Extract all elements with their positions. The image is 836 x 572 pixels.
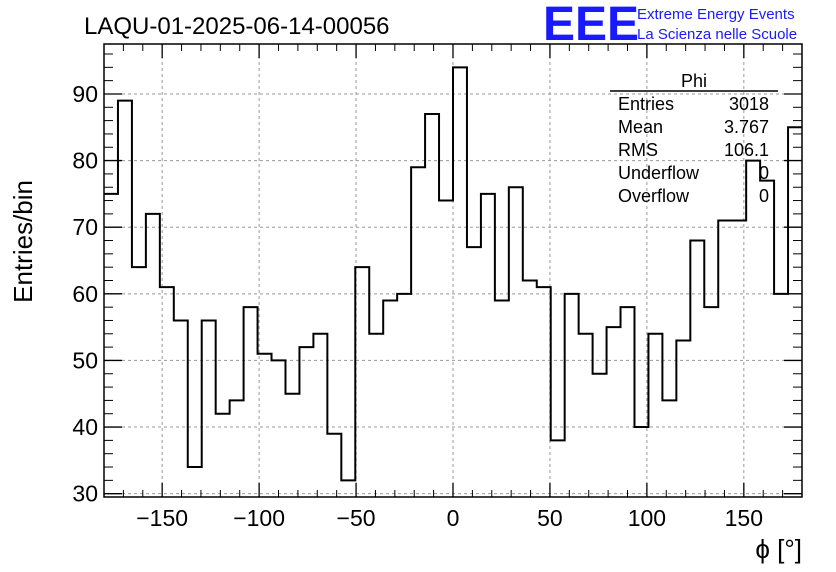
stats-box: Phi Entries 3018 Mean 3.767 RMS 106.1 Un… bbox=[610, 71, 778, 206]
histogram-bin bbox=[411, 167, 425, 497]
y-tick-label: 60 bbox=[72, 281, 98, 307]
histogram-bin bbox=[718, 221, 732, 497]
histogram-bin bbox=[746, 161, 760, 497]
chart-title: LAQU-01-2025-06-14-00056 bbox=[84, 13, 390, 40]
histogram-bin bbox=[285, 394, 299, 497]
histogram-bin bbox=[104, 194, 118, 497]
histogram-bin bbox=[579, 334, 593, 497]
axis-ticks bbox=[103, 44, 803, 497]
histogram-bin bbox=[202, 320, 216, 497]
histogram-bin bbox=[565, 294, 579, 497]
histogram-bin bbox=[453, 67, 467, 497]
tick-labels: −150 −100 −50 0 50 100 150 30 40 50 60 70 80 90 bbox=[72, 81, 763, 531]
x-tick-label: 0 bbox=[447, 505, 460, 531]
histogram-bin bbox=[495, 300, 509, 497]
histogram-bin bbox=[299, 347, 313, 497]
x-tick-label: −100 bbox=[233, 505, 285, 531]
histogram-bin bbox=[341, 480, 355, 497]
histogram-bin bbox=[132, 267, 146, 497]
stats-label-underflow: Underflow bbox=[618, 163, 700, 183]
histogram-bin bbox=[648, 334, 662, 497]
histogram-bin bbox=[634, 427, 648, 497]
histogram-bin bbox=[760, 181, 774, 497]
histogram-bin bbox=[313, 334, 327, 497]
x-tick-label: 150 bbox=[725, 505, 763, 531]
stats-value-underflow: 0 bbox=[759, 163, 769, 183]
y-tick-label: 40 bbox=[72, 414, 98, 440]
histogram-bin bbox=[327, 434, 341, 497]
histogram-bin bbox=[467, 247, 481, 497]
stats-value-entries: 3018 bbox=[729, 94, 769, 114]
stats-label-overflow: Overflow bbox=[618, 186, 690, 206]
histogram-bin bbox=[621, 307, 635, 497]
y-tick-label: 30 bbox=[72, 481, 98, 507]
histogram-bin bbox=[774, 294, 788, 497]
histogram-bin bbox=[676, 340, 690, 497]
histogram-bin bbox=[481, 194, 495, 497]
stats-value-mean: 3.767 bbox=[724, 117, 769, 137]
histogram-bin bbox=[230, 400, 244, 497]
eee-logo: EEE Extreme Energy Events La Scienza nel… bbox=[543, 0, 797, 51]
histogram-bin bbox=[272, 360, 286, 497]
logo-line-1: Extreme Energy Events bbox=[637, 6, 795, 23]
histogram-outline bbox=[104, 66, 802, 482]
x-tick-label: −150 bbox=[136, 505, 188, 531]
stats-label-rms: RMS bbox=[618, 140, 658, 160]
histogram-bin bbox=[523, 280, 537, 497]
x-axis-label: ϕ [°] bbox=[755, 534, 802, 564]
stats-label-entries: Entries bbox=[618, 94, 674, 114]
x-tick-label: 50 bbox=[537, 505, 563, 531]
y-tick-label: 70 bbox=[72, 214, 98, 240]
histogram-bin bbox=[551, 440, 565, 497]
histogram-bin bbox=[704, 307, 718, 497]
histogram-bin bbox=[383, 300, 397, 497]
histogram-bin bbox=[146, 214, 160, 497]
histogram-bin bbox=[607, 327, 621, 497]
histogram-bin bbox=[188, 467, 202, 497]
histogram-bin bbox=[662, 400, 676, 497]
histogram-bin bbox=[397, 294, 411, 497]
stats-value-overflow: 0 bbox=[759, 186, 769, 206]
y-tick-label: 90 bbox=[72, 81, 98, 107]
eee-logo-mark: EEE bbox=[543, 0, 639, 51]
x-tick-label: 100 bbox=[628, 505, 666, 531]
histogram-bin bbox=[369, 334, 383, 497]
histogram-bin bbox=[216, 414, 230, 497]
histogram-bin bbox=[788, 127, 802, 497]
stats-label-mean: Mean bbox=[618, 117, 663, 137]
histogram-bin bbox=[355, 267, 369, 497]
y-axis-label: Entries/bin bbox=[8, 180, 38, 303]
histogram-bin bbox=[118, 101, 132, 497]
y-tick-label: 80 bbox=[72, 148, 98, 174]
logo-line-2: La Scienza nelle Scuole bbox=[637, 26, 797, 43]
histogram-bin bbox=[690, 241, 704, 497]
stats-value-rms: 106.1 bbox=[724, 140, 769, 160]
histogram-bin bbox=[439, 201, 453, 497]
histogram-bin bbox=[593, 374, 607, 497]
histogram-bin bbox=[244, 307, 258, 497]
histogram-bin bbox=[160, 287, 174, 497]
stats-box-title: Phi bbox=[681, 71, 707, 91]
histogram-bin bbox=[537, 287, 551, 497]
histogram-bin bbox=[174, 320, 188, 497]
histogram-bin bbox=[732, 221, 746, 497]
x-tick-label: −50 bbox=[337, 505, 376, 531]
plot-frame bbox=[103, 43, 803, 498]
histogram-bin bbox=[509, 187, 523, 497]
histogram-bin bbox=[425, 114, 439, 497]
y-tick-label: 50 bbox=[72, 347, 98, 373]
histogram-bin bbox=[258, 354, 272, 497]
